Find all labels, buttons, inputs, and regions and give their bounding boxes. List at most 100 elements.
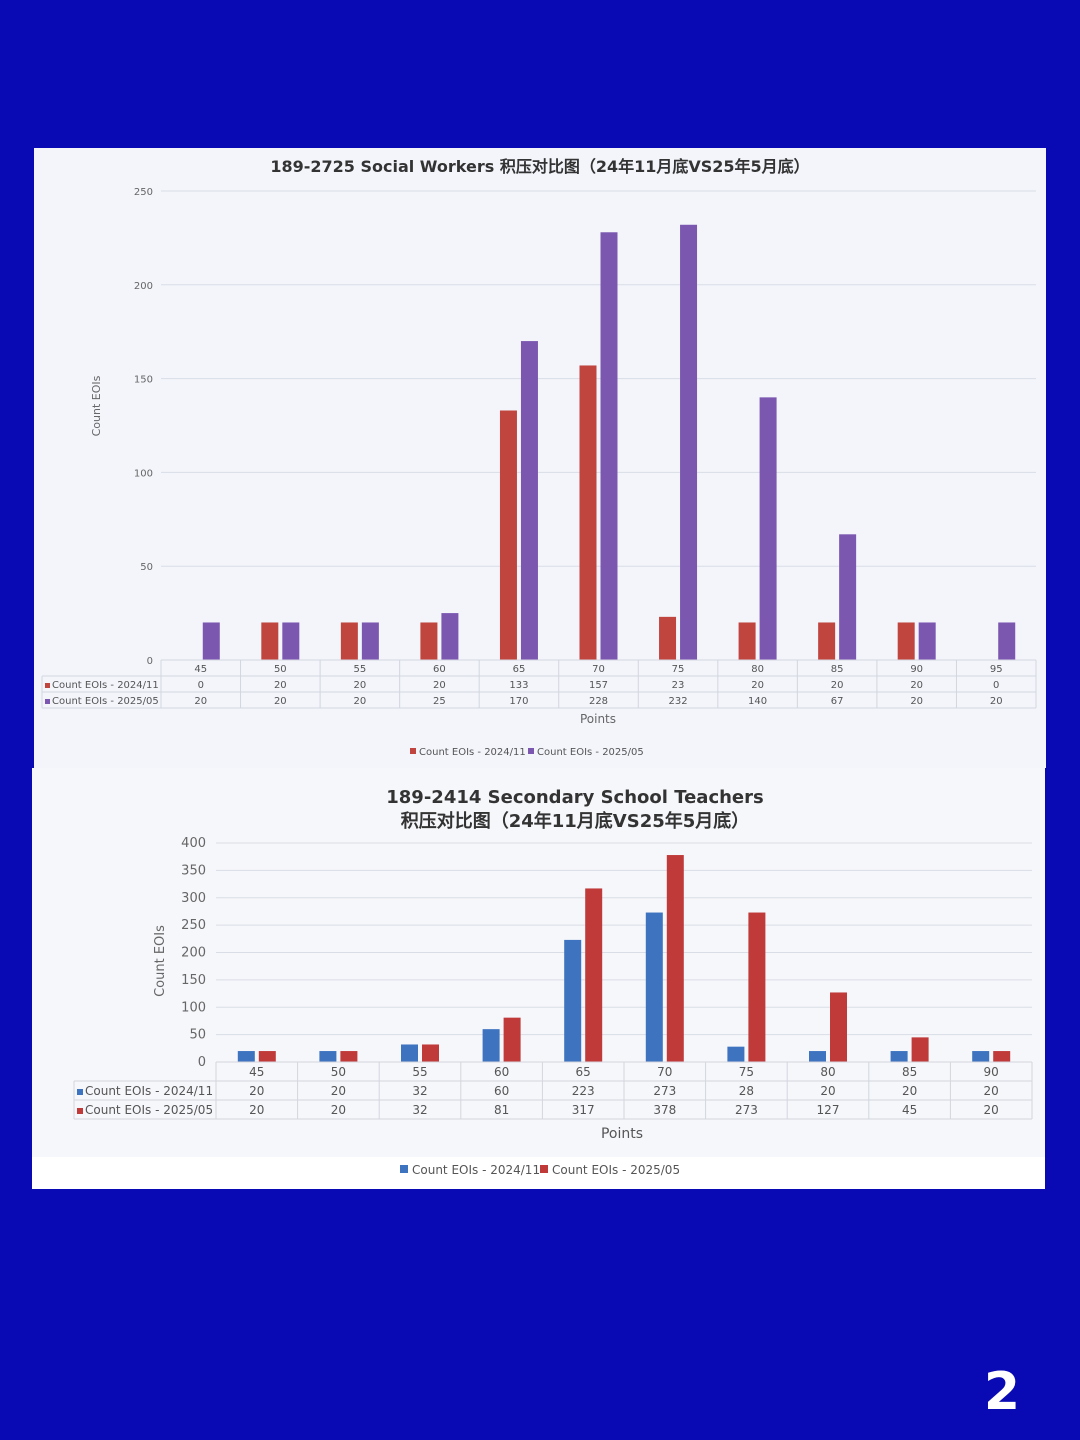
y-tick-label: 300 xyxy=(181,891,206,906)
y-tick-label: 100 xyxy=(134,468,153,479)
legend-label-2024: Count EOIs - 2024/11 xyxy=(412,1163,540,1177)
x-tick-label: 60 xyxy=(494,1065,509,1079)
data-label: 20 xyxy=(353,696,366,707)
bar-a-50 xyxy=(319,1051,337,1062)
x-tick-label: 65 xyxy=(513,664,526,675)
data-label: 378 xyxy=(653,1103,676,1117)
bar-b-80 xyxy=(759,397,777,660)
table-series-swatch xyxy=(77,1108,83,1114)
data-label: 23 xyxy=(672,680,685,691)
y-tick-label: 200 xyxy=(181,946,206,961)
legend-swatch-2025 xyxy=(528,748,534,754)
chart-secondary-teachers: 0 50 100 150 200 250 300 350 400 45 20 20 50 20 20 55 3… xyxy=(32,787,1045,1189)
bar-a-65 xyxy=(499,410,517,660)
x-tick-label: 90 xyxy=(984,1065,999,1079)
x-tick-label: 45 xyxy=(194,664,207,675)
legend: Count EOIs - 2024/11 Count EOIs - 2025/0… xyxy=(400,1163,680,1177)
data-label: 32 xyxy=(412,1103,427,1117)
data-label: 127 xyxy=(817,1103,840,1117)
bar-b-60 xyxy=(503,1017,521,1062)
bar-a-60 xyxy=(482,1029,500,1062)
bar-b-65 xyxy=(520,341,538,660)
y-tick-label: 250 xyxy=(134,187,153,198)
bar-a-50 xyxy=(261,622,279,660)
bar-a-60 xyxy=(420,622,438,660)
y-tick-label: 350 xyxy=(181,863,206,878)
bar-a-80 xyxy=(738,622,756,660)
data-label: 20 xyxy=(984,1103,999,1117)
y-tick-label: 400 xyxy=(181,836,206,851)
bar-a-85 xyxy=(818,622,836,660)
chart-title: 189-2725 Social Workers 积压对比图（24年11月底VS2… xyxy=(270,157,809,176)
data-label: 20 xyxy=(249,1103,264,1117)
y-axis-label: Count EOIs xyxy=(153,925,168,997)
x-tick-label: 85 xyxy=(831,664,844,675)
data-label: 20 xyxy=(274,680,287,691)
data-label: 228 xyxy=(589,696,608,707)
chart-panel-social-workers: 0 50 100 150 200 250 45 0 20 50 20 20 55 20 20 60 20 25 6… xyxy=(34,148,1046,768)
x-tick-label: 95 xyxy=(990,664,1003,675)
legend-swatch-2024 xyxy=(400,1165,408,1173)
x-tick-label: 50 xyxy=(274,664,287,675)
legend-swatch-2024 xyxy=(410,748,416,754)
x-tick-label: 75 xyxy=(672,664,685,675)
data-label: 25 xyxy=(433,696,446,707)
page-number: 2 xyxy=(983,1362,1020,1422)
data-label: 20 xyxy=(433,680,446,691)
y-tick-label: 200 xyxy=(134,281,153,292)
chart-panel-secondary-teachers: 0 50 100 150 200 250 300 350 400 45 20 20 50 20 20 55 3… xyxy=(32,768,1045,1189)
x-tick-label: 70 xyxy=(657,1065,672,1079)
data-label: 20 xyxy=(249,1084,264,1098)
data-label: 317 xyxy=(572,1103,595,1117)
x-axis-label: Points xyxy=(601,1126,643,1142)
data-label: 20 xyxy=(820,1084,835,1098)
x-tick-label: 85 xyxy=(902,1065,917,1079)
bar-a-65 xyxy=(564,939,582,1062)
table-series-name: Count EOIs - 2024/11 xyxy=(85,1084,213,1098)
bar-a-90 xyxy=(897,622,915,660)
data-label: 232 xyxy=(668,696,687,707)
x-tick-label: 45 xyxy=(249,1065,264,1079)
bar-a-70 xyxy=(645,912,663,1062)
bar-b-45 xyxy=(202,622,220,660)
x-tick-label: 80 xyxy=(820,1065,835,1079)
bar-b-70 xyxy=(666,855,684,1062)
y-tick-label: 0 xyxy=(198,1055,206,1070)
bar-a-70 xyxy=(579,365,597,660)
y-tick-label: 250 xyxy=(181,918,206,933)
data-label: 60 xyxy=(494,1084,509,1098)
bar-b-65 xyxy=(585,888,603,1062)
chart-title: 189-2414 Secondary School Teachers xyxy=(386,787,763,808)
x-tick-label: 50 xyxy=(331,1065,346,1079)
data-label: 28 xyxy=(739,1084,754,1098)
data-label: 20 xyxy=(910,680,923,691)
bar-b-95 xyxy=(998,622,1016,660)
y-axis-label: Count EOIs xyxy=(90,375,103,436)
data-label: 20 xyxy=(194,696,207,707)
bar-b-55 xyxy=(422,1044,439,1062)
bar-b-60 xyxy=(441,613,459,660)
data-label: 20 xyxy=(274,696,287,707)
data-label: 157 xyxy=(589,680,608,691)
bar-a-75 xyxy=(727,1046,745,1062)
data-label: 273 xyxy=(653,1084,676,1098)
bar-b-55 xyxy=(361,622,379,660)
bar-a-80 xyxy=(809,1051,826,1062)
table-series-name: Count EOIs - 2024/11 xyxy=(52,680,159,691)
bar-a-90 xyxy=(972,1051,990,1062)
data-label: 20 xyxy=(751,680,764,691)
data-label: 20 xyxy=(353,680,366,691)
y-tick-label: 0 xyxy=(147,656,153,667)
legend-band xyxy=(32,1157,1045,1189)
x-tick-label: 90 xyxy=(910,664,923,675)
legend-label-2024: Count EOIs - 2024/11 xyxy=(419,747,526,758)
table-series-name: Count EOIs - 2025/05 xyxy=(52,696,159,707)
data-label: 32 xyxy=(412,1084,427,1098)
data-label: 20 xyxy=(331,1103,346,1117)
x-tick-label: 60 xyxy=(433,664,446,675)
data-label: 133 xyxy=(509,680,528,691)
data-label: 20 xyxy=(331,1084,346,1098)
legend: Count EOIs - 2024/11 Count EOIs - 2025/0… xyxy=(410,747,644,758)
x-tick-label: 55 xyxy=(353,664,366,675)
